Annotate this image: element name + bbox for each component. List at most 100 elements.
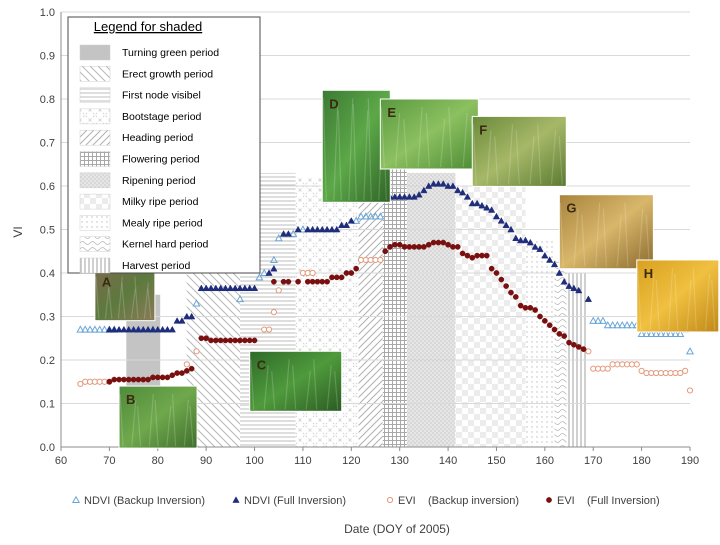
data-point — [565, 282, 573, 289]
period-legend-label: Flowering period — [122, 154, 200, 166]
data-point — [492, 212, 501, 220]
data-points-layer — [76, 180, 695, 394]
data-point — [149, 325, 157, 333]
data-point — [627, 320, 636, 329]
period-legend-item: Flowering period — [79, 151, 200, 167]
data-point — [638, 367, 645, 374]
period-legend-swatch — [79, 66, 111, 82]
period-legend-swatch — [79, 193, 111, 210]
x-tick-label: 180 — [632, 455, 650, 467]
data-point — [458, 188, 467, 196]
data-point — [279, 230, 288, 237]
data-point — [508, 289, 514, 296]
data-point — [309, 278, 316, 285]
data-point — [469, 254, 476, 261]
crop-photo-b: B — [118, 385, 198, 449]
y-tick-label: 0.9 — [40, 51, 55, 63]
data-point — [250, 284, 259, 292]
data-point — [382, 248, 389, 255]
data-point — [207, 284, 215, 292]
data-point — [570, 284, 578, 292]
period-legend-swatch — [79, 108, 111, 125]
data-point — [274, 233, 283, 242]
crop-photo-texture — [403, 118, 408, 168]
data-point — [260, 268, 269, 277]
crop-photo-texture — [486, 130, 492, 185]
data-point — [454, 244, 461, 250]
period-legend-item: Harvest period — [79, 257, 190, 274]
data-point — [188, 312, 196, 320]
data-point — [347, 217, 355, 224]
data-point — [144, 325, 152, 333]
data-point — [656, 329, 666, 337]
data-point — [555, 269, 563, 276]
data-point — [396, 241, 403, 248]
data-point — [105, 325, 114, 333]
data-point — [163, 325, 172, 333]
crop-photo-texture — [189, 406, 194, 447]
data-point — [121, 376, 127, 383]
data-point — [111, 376, 118, 383]
data-point — [604, 365, 611, 372]
data-point — [449, 182, 457, 189]
data-point — [125, 325, 133, 333]
period-legend-label: Erect growth period — [122, 68, 213, 80]
period-legend-item: Bootstage period — [79, 108, 202, 125]
data-point — [551, 326, 558, 333]
data-point — [242, 337, 248, 344]
data-point — [598, 316, 607, 324]
data-point — [463, 193, 472, 200]
data-point — [566, 339, 572, 346]
series-legend-label: NDVI (Full Inversion) — [244, 495, 346, 507]
data-point — [275, 287, 282, 294]
data-point — [179, 370, 185, 376]
data-point — [342, 221, 351, 228]
data-point — [652, 329, 661, 337]
series-legend-marker — [71, 495, 81, 504]
crop-photo-texture — [704, 273, 711, 330]
crop-photo-texture — [147, 288, 152, 319]
series-legend: NDVI (Backup Inversion) NDVI (Full Invers… — [71, 495, 660, 507]
data-point — [76, 325, 85, 333]
data-point — [647, 329, 656, 337]
crop-photo-texture — [692, 267, 697, 330]
crop-photo-texture — [166, 406, 172, 447]
period-band-6 — [382, 168, 407, 447]
data-point — [421, 244, 427, 250]
data-point — [255, 273, 264, 281]
crop-photo-texture — [284, 359, 290, 410]
data-point — [682, 367, 689, 374]
data-point — [169, 372, 176, 379]
y-tick-label: 0.3 — [40, 312, 55, 324]
data-point — [623, 320, 632, 329]
crop-photo-texture — [95, 276, 100, 319]
data-point — [425, 241, 432, 248]
data-point — [294, 225, 302, 233]
data-point — [420, 186, 428, 194]
crop-photo-texture — [507, 124, 514, 185]
data-point — [560, 277, 568, 285]
crop-photo-texture — [154, 400, 159, 447]
data-point — [618, 320, 627, 329]
data-point — [532, 307, 539, 313]
data-point — [556, 331, 563, 337]
crop-photo-texture — [417, 106, 423, 168]
x-tick-label: 130 — [391, 455, 409, 467]
period-legend-item: Turning green period — [79, 44, 219, 61]
data-point — [217, 284, 225, 292]
data-point — [193, 348, 200, 355]
data-point — [188, 365, 195, 372]
data-point — [222, 337, 229, 344]
data-point — [284, 230, 293, 237]
series-legend-label: EVI (Full Inversion) — [557, 495, 660, 507]
x-tick-label: 80 — [152, 455, 164, 467]
data-point — [493, 270, 500, 276]
data-point — [314, 278, 321, 285]
x-tick-label: 140 — [439, 455, 457, 467]
series-legend-marker — [546, 497, 552, 503]
data-point — [173, 317, 181, 324]
data-point — [154, 325, 162, 333]
crop-photo-texture — [655, 279, 660, 330]
data-point — [445, 241, 451, 248]
data-point — [546, 322, 553, 329]
